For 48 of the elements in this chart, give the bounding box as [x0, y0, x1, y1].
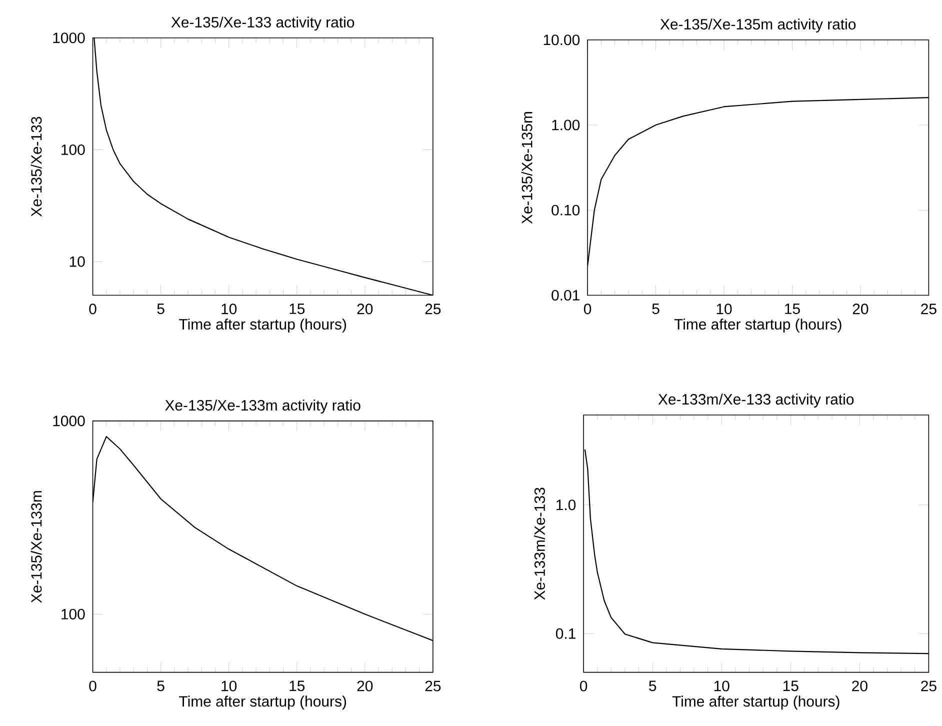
- y-axis-title: Xe-135/Xe-133: [30, 116, 42, 216]
- y-axis-title: Xe-135/Xe-135m: [521, 112, 532, 224]
- x-tick-label: 5: [157, 304, 164, 314]
- y-tick-label: 1000: [53, 416, 85, 426]
- x-tick-label: 25: [921, 304, 936, 314]
- x-tick-label: 10: [716, 304, 732, 314]
- x-tick-label: 5: [649, 680, 656, 692]
- x-tick-label: 0: [584, 304, 592, 314]
- x-tick-label: 20: [852, 304, 868, 314]
- x-axis-title: Time after startup (hours): [179, 696, 346, 710]
- y-tick-label: 10: [70, 256, 85, 267]
- x-tick-label: 15: [785, 304, 800, 314]
- x-axis-title: Time after startup (hours): [674, 318, 842, 332]
- y-tick-label: 0.01: [552, 290, 580, 300]
- x-tick-label: 25: [425, 304, 441, 314]
- x-tick-label: 20: [852, 680, 868, 692]
- x-tick-label: 25: [425, 680, 441, 692]
- x-axis-title: Time after startup (hours): [179, 318, 346, 332]
- y-tick-label: 1.0: [556, 500, 576, 510]
- x-tick-label: 20: [357, 304, 373, 314]
- x-tick-label: 10: [222, 680, 237, 692]
- y-tick-label: 1000: [53, 32, 85, 44]
- x-tick-label: 15: [290, 304, 305, 314]
- line-series: [94, 38, 433, 296]
- chart-title: Xe-133m/Xe-133 activity ratio: [658, 394, 854, 408]
- x-tick-label: 15: [783, 680, 798, 692]
- y-tick-label: 100: [62, 608, 85, 620]
- x-axis-title: Time after startup (hours): [672, 696, 840, 710]
- x-tick-label: 25: [921, 680, 936, 692]
- chart-title: Xe-135/Xe-133 activity ratio: [171, 16, 354, 30]
- y-tick-label: 100: [62, 144, 85, 155]
- x-tick-label: 10: [714, 680, 730, 692]
- y-axis-title: Xe-135/Xe-133m: [30, 490, 42, 603]
- chart-title: Xe-135/Xe-135m activity ratio: [660, 18, 856, 32]
- x-tick-label: 5: [157, 680, 164, 692]
- y-tick-label: 10.00: [544, 34, 580, 46]
- x-tick-label: 0: [89, 304, 96, 314]
- chart-title: Xe-135/Xe-133m activity ratio: [165, 400, 360, 414]
- y-tick-label: 1.00: [552, 120, 580, 130]
- x-tick-label: 20: [357, 680, 373, 692]
- x-tick-label: 15: [290, 680, 305, 692]
- x-tick-label: 5: [652, 304, 660, 314]
- x-tick-label: 0: [89, 680, 96, 692]
- x-tick-label: 10: [222, 304, 237, 314]
- y-axis-title: Xe-133m/Xe-133: [534, 488, 545, 600]
- y-tick-label: 0.1: [556, 628, 576, 639]
- y-tick-label: 0.10: [552, 204, 580, 216]
- x-tick-label: 0: [580, 680, 588, 692]
